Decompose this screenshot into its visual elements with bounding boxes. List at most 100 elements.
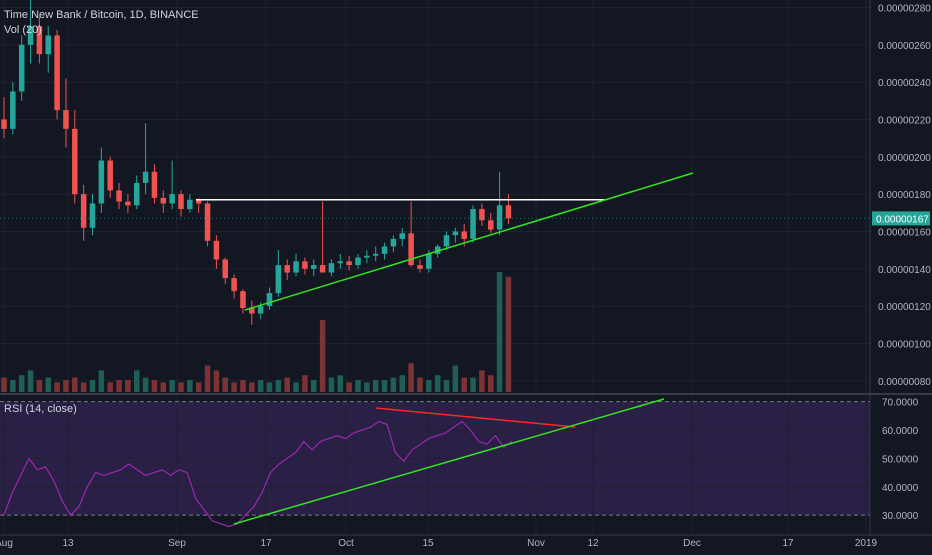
candle-body	[364, 255, 370, 258]
volume-bar	[240, 380, 246, 392]
candle-body	[10, 91, 16, 129]
volume-bar	[151, 380, 158, 392]
volume-bar	[434, 375, 441, 392]
rsi-axis-tick-label: 30.0000	[882, 511, 919, 522]
volume-bar	[311, 380, 317, 392]
candle-body	[452, 231, 459, 236]
volume-bar	[80, 382, 87, 392]
volume-bar	[346, 382, 352, 392]
time-axis-tick-label: 17	[260, 538, 272, 549]
candle-body	[443, 235, 450, 247]
volume-bar	[319, 320, 326, 392]
candle-body	[187, 199, 193, 210]
candle-body	[496, 205, 503, 230]
candle-body	[72, 128, 78, 195]
rsi-legend: RSI (14, close)	[4, 403, 77, 415]
candle-body	[151, 171, 158, 198]
candle-body	[178, 194, 184, 210]
price-axis-tick-label: 0.00000160	[878, 227, 931, 238]
price-axis-tick-label: 0.00000080	[878, 377, 931, 388]
time-axis-tick-label: 2019	[855, 538, 878, 549]
volume-bar	[505, 276, 512, 392]
candle-body	[27, 26, 34, 45]
support-trend-line	[244, 172, 694, 311]
rsi-axis-tick-label: 70.0000	[882, 398, 919, 409]
candle-body	[434, 246, 441, 254]
candle-body	[249, 308, 255, 314]
candle-body	[18, 44, 25, 92]
price-axis-tick-label: 0.00000120	[878, 302, 931, 313]
volume-bar	[364, 382, 370, 392]
volume-bar	[328, 377, 335, 392]
volume-bar	[249, 382, 255, 392]
volume-bar	[63, 380, 69, 392]
candle-body	[204, 203, 211, 241]
volume-bar	[302, 375, 308, 392]
volume-bar	[18, 375, 25, 392]
time-axis-tick-label: 15	[422, 538, 434, 549]
candle-body	[390, 238, 397, 247]
candle-body	[98, 160, 105, 204]
candle-body	[488, 220, 494, 230]
volume-bar	[195, 382, 202, 392]
last-price-label: 0.00000167	[876, 214, 929, 225]
price-axis-tick-label: 0.00000180	[878, 190, 931, 201]
candle-body	[80, 194, 87, 228]
candle-body	[240, 291, 246, 308]
candle-body	[302, 261, 308, 269]
rsi-line	[3, 420, 513, 528]
candle-body	[134, 182, 140, 206]
volume-bar	[125, 380, 131, 392]
candle-body	[293, 261, 299, 273]
candle-body	[222, 259, 228, 279]
candle-body	[346, 261, 352, 266]
candle-body	[461, 231, 467, 239]
volume-bar	[381, 380, 388, 392]
volume-bar	[479, 370, 485, 392]
candle-body	[417, 265, 423, 269]
candle-body	[479, 209, 485, 221]
candle-body	[45, 35, 51, 55]
volume-bar	[408, 363, 414, 392]
time-axis-tick-label: Sep	[168, 538, 186, 549]
candle-body	[213, 240, 220, 260]
volume-bar	[1, 377, 7, 392]
volume-bar	[470, 377, 476, 392]
volume-bar	[36, 380, 43, 392]
volume-bar	[372, 380, 379, 392]
rsi-support-trend-line	[233, 398, 665, 525]
candle-body	[337, 261, 344, 264]
volume-bar	[169, 380, 175, 392]
price-axis-tick-label: 0.00000280	[878, 3, 931, 14]
candle-body	[125, 201, 131, 206]
volume-bar	[160, 382, 167, 392]
volume-bar	[452, 365, 459, 392]
volume-bar	[284, 377, 290, 392]
volume-bar	[275, 380, 282, 392]
volume-bar	[257, 380, 264, 392]
volume-bar	[178, 382, 184, 392]
price-axis-tick-label: 0.00000220	[878, 115, 931, 126]
candle-body	[381, 246, 388, 254]
time-axis-tick-label: Oct	[338, 538, 354, 549]
candle-body	[355, 257, 361, 266]
volume-bar	[266, 382, 273, 392]
volume-bar	[488, 375, 494, 392]
volume-legend: Vol (20)	[4, 24, 42, 36]
volume-bar	[213, 370, 220, 392]
time-axis-tick-label: 13	[62, 538, 74, 549]
volume-bar	[417, 377, 423, 392]
volume-bar	[390, 377, 397, 392]
candle-body	[195, 199, 202, 204]
candle-body	[54, 35, 60, 111]
candle-body	[36, 26, 43, 55]
volume-bar	[293, 382, 299, 392]
volume-bar	[222, 377, 228, 392]
volume-bar	[187, 380, 193, 392]
volume-bar	[461, 377, 467, 392]
rsi-divergence-line	[375, 407, 576, 428]
volume-bar	[134, 370, 140, 392]
candle-body	[116, 190, 122, 202]
